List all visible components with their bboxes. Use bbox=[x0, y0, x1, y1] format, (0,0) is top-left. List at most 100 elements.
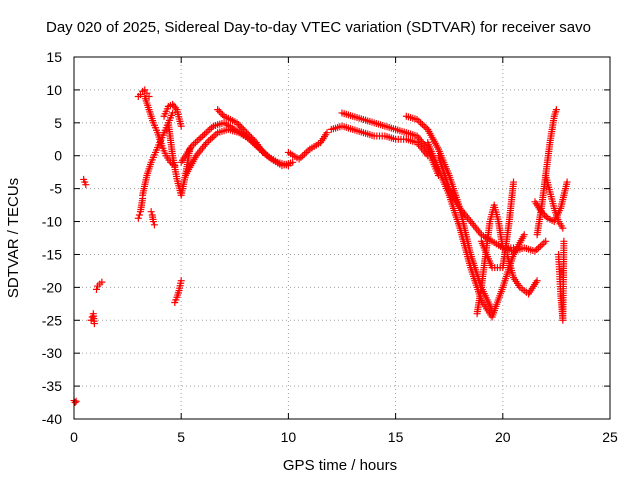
y-tick-label: -10 bbox=[42, 214, 62, 230]
data-point bbox=[193, 137, 201, 145]
data-point bbox=[191, 139, 199, 147]
data-point bbox=[233, 119, 241, 127]
data-point bbox=[208, 134, 216, 142]
data-point bbox=[82, 181, 90, 189]
data-point bbox=[214, 106, 222, 114]
data-point bbox=[93, 285, 101, 293]
data-point bbox=[244, 130, 252, 138]
y-tick-label: 5 bbox=[54, 115, 62, 131]
data-point bbox=[205, 137, 213, 145]
y-tick-label: -30 bbox=[42, 345, 62, 361]
series-s29 bbox=[555, 237, 568, 324]
data-point bbox=[538, 241, 546, 249]
series-s15 bbox=[214, 106, 267, 156]
data-point bbox=[420, 122, 428, 130]
x-axis-title: GPS time / hours bbox=[283, 457, 397, 474]
data-point bbox=[539, 209, 547, 217]
data-point bbox=[249, 135, 257, 143]
data-point bbox=[542, 237, 550, 245]
series-s23 bbox=[477, 178, 518, 272]
data-point bbox=[302, 148, 310, 156]
data-point bbox=[200, 130, 208, 138]
series-s4 bbox=[93, 278, 106, 293]
data-point bbox=[241, 127, 249, 135]
data-point bbox=[259, 148, 267, 156]
data-point bbox=[195, 135, 203, 143]
data-point bbox=[238, 124, 246, 132]
data-point bbox=[197, 134, 205, 142]
x-tick-label: 0 bbox=[70, 429, 78, 445]
series-s11 bbox=[164, 119, 194, 199]
data-point bbox=[215, 107, 223, 115]
data-point bbox=[300, 150, 308, 158]
y-tick-label: -35 bbox=[42, 378, 62, 394]
data-point bbox=[71, 399, 79, 407]
data-point bbox=[563, 178, 571, 186]
data-point bbox=[210, 132, 218, 140]
series-s16 bbox=[284, 129, 331, 163]
data-point bbox=[98, 278, 106, 286]
plot-frame bbox=[73, 56, 611, 420]
data-point bbox=[169, 109, 177, 117]
data-point bbox=[204, 127, 212, 135]
y-tick-label: 0 bbox=[54, 148, 62, 164]
data-point bbox=[202, 129, 210, 137]
data-point bbox=[150, 221, 158, 229]
data-point bbox=[533, 246, 541, 254]
series-s3 bbox=[87, 310, 98, 328]
x-tick-label: 15 bbox=[388, 429, 404, 445]
x-tick-label: 10 bbox=[281, 429, 297, 445]
data-point bbox=[246, 132, 254, 140]
data-point bbox=[289, 158, 297, 166]
data-point bbox=[418, 120, 426, 128]
series-s1 bbox=[70, 397, 80, 407]
series-s25 bbox=[503, 250, 541, 298]
data-point bbox=[542, 213, 550, 221]
data-point bbox=[207, 135, 215, 143]
series-s2 bbox=[80, 175, 90, 189]
data-point bbox=[235, 120, 243, 128]
y-tick-label: 10 bbox=[46, 82, 62, 98]
data-point bbox=[243, 129, 251, 137]
y-tick-label: 15 bbox=[46, 49, 62, 65]
data-point bbox=[510, 178, 518, 186]
data-point bbox=[177, 122, 185, 130]
data-point bbox=[206, 125, 214, 133]
data-point bbox=[90, 320, 98, 328]
series-s28 bbox=[542, 171, 567, 232]
y-tick-label: -25 bbox=[42, 312, 62, 328]
data-point bbox=[147, 208, 155, 216]
y-tick-label: -15 bbox=[42, 246, 62, 262]
data-point bbox=[177, 277, 185, 285]
y-tick-label: -20 bbox=[42, 279, 62, 295]
data-marks bbox=[70, 86, 571, 407]
data-point bbox=[533, 277, 541, 285]
data-point bbox=[217, 109, 225, 117]
data-point bbox=[251, 137, 259, 145]
y-tick-label: -5 bbox=[50, 181, 63, 197]
series-s10 bbox=[160, 100, 185, 130]
series-s18 bbox=[327, 122, 432, 160]
series-s5 bbox=[134, 195, 147, 222]
data-point bbox=[134, 214, 142, 222]
data-point bbox=[236, 122, 244, 130]
series-s12 bbox=[171, 277, 185, 307]
data-point bbox=[536, 242, 544, 250]
data-point bbox=[199, 132, 207, 140]
x-tick-label: 5 bbox=[177, 429, 185, 445]
data-point bbox=[520, 231, 528, 239]
data-point bbox=[149, 218, 157, 226]
chart-title: Day 020 of 2025, Sidereal Day-to-day VTE… bbox=[46, 19, 591, 36]
axis-ticks: 0 5 10 15 20 25 -40 -35 -30 -25 -20 -15 -10 -5 0 5 10 15 bbox=[42, 49, 618, 445]
data-point bbox=[323, 129, 331, 137]
y-axis-title: SDTVAR / TECUs bbox=[5, 178, 22, 298]
data-point bbox=[552, 106, 560, 114]
y-tick-label: -40 bbox=[42, 411, 62, 427]
series-s6 bbox=[134, 86, 153, 100]
data-point bbox=[417, 119, 425, 127]
data-point bbox=[135, 211, 143, 219]
data-point bbox=[247, 134, 255, 142]
data-point bbox=[239, 125, 247, 133]
data-point bbox=[541, 211, 549, 219]
